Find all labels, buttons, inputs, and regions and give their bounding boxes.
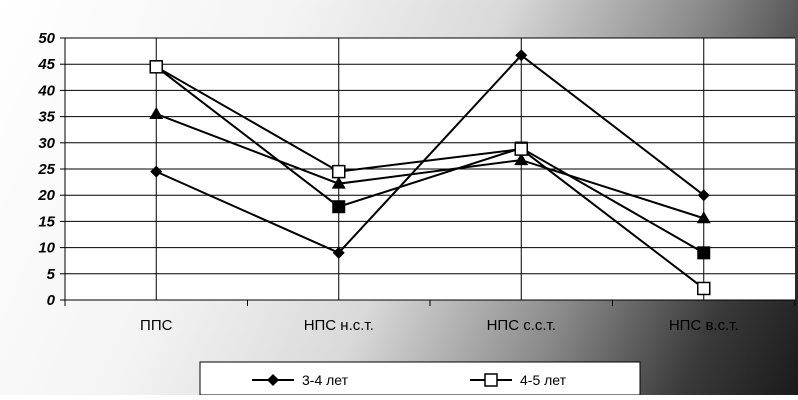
data-point-1 bbox=[150, 165, 163, 178]
series-line-2 bbox=[155, 113, 705, 220]
y-tick-label: 50 bbox=[38, 30, 55, 47]
y-tick-label: 35 bbox=[38, 109, 55, 126]
legend-box bbox=[199, 361, 641, 396]
data-point-4 bbox=[514, 142, 528, 156]
data-point-3 bbox=[697, 246, 711, 260]
x-tick-label: ППС bbox=[140, 317, 173, 334]
data-point-2 bbox=[696, 211, 711, 224]
legend-marker bbox=[484, 373, 498, 387]
data-point-1 bbox=[515, 49, 528, 62]
data-point-4 bbox=[332, 164, 346, 179]
legend-marker bbox=[267, 374, 279, 386]
y-tick-label: 0 bbox=[47, 292, 56, 309]
legend-label: 4-5 лет bbox=[520, 372, 567, 388]
y-tick-label: 15 bbox=[38, 213, 55, 230]
y-tick-label: 30 bbox=[38, 135, 55, 152]
y-tick-label: 40 bbox=[37, 82, 55, 99]
data-point-1 bbox=[332, 246, 345, 259]
y-tick-label: 10 bbox=[38, 240, 55, 257]
series-line-3 bbox=[155, 66, 705, 254]
data-point-2 bbox=[149, 106, 164, 119]
y-tick-label: 20 bbox=[37, 187, 55, 204]
x-tick-label: НПС в.с.т. bbox=[669, 317, 739, 334]
series-line-1 bbox=[155, 53, 705, 255]
data-point-3 bbox=[332, 200, 346, 214]
x-tick-label: НПС н.с.т. bbox=[304, 317, 374, 334]
data-point-1 bbox=[697, 189, 710, 202]
series-line-4 bbox=[155, 65, 705, 290]
data-point-4 bbox=[697, 281, 711, 296]
data-point-2 bbox=[331, 176, 346, 189]
data-point-4 bbox=[149, 60, 163, 74]
x-tick-label: НПС с.с.т. bbox=[487, 317, 556, 334]
legend-label: 3-4 лет bbox=[302, 372, 349, 388]
y-tick-label: 5 bbox=[47, 266, 56, 283]
data-point-2 bbox=[514, 153, 529, 166]
y-tick-label: 25 bbox=[37, 161, 55, 178]
y-tick-label: 45 bbox=[37, 56, 55, 73]
